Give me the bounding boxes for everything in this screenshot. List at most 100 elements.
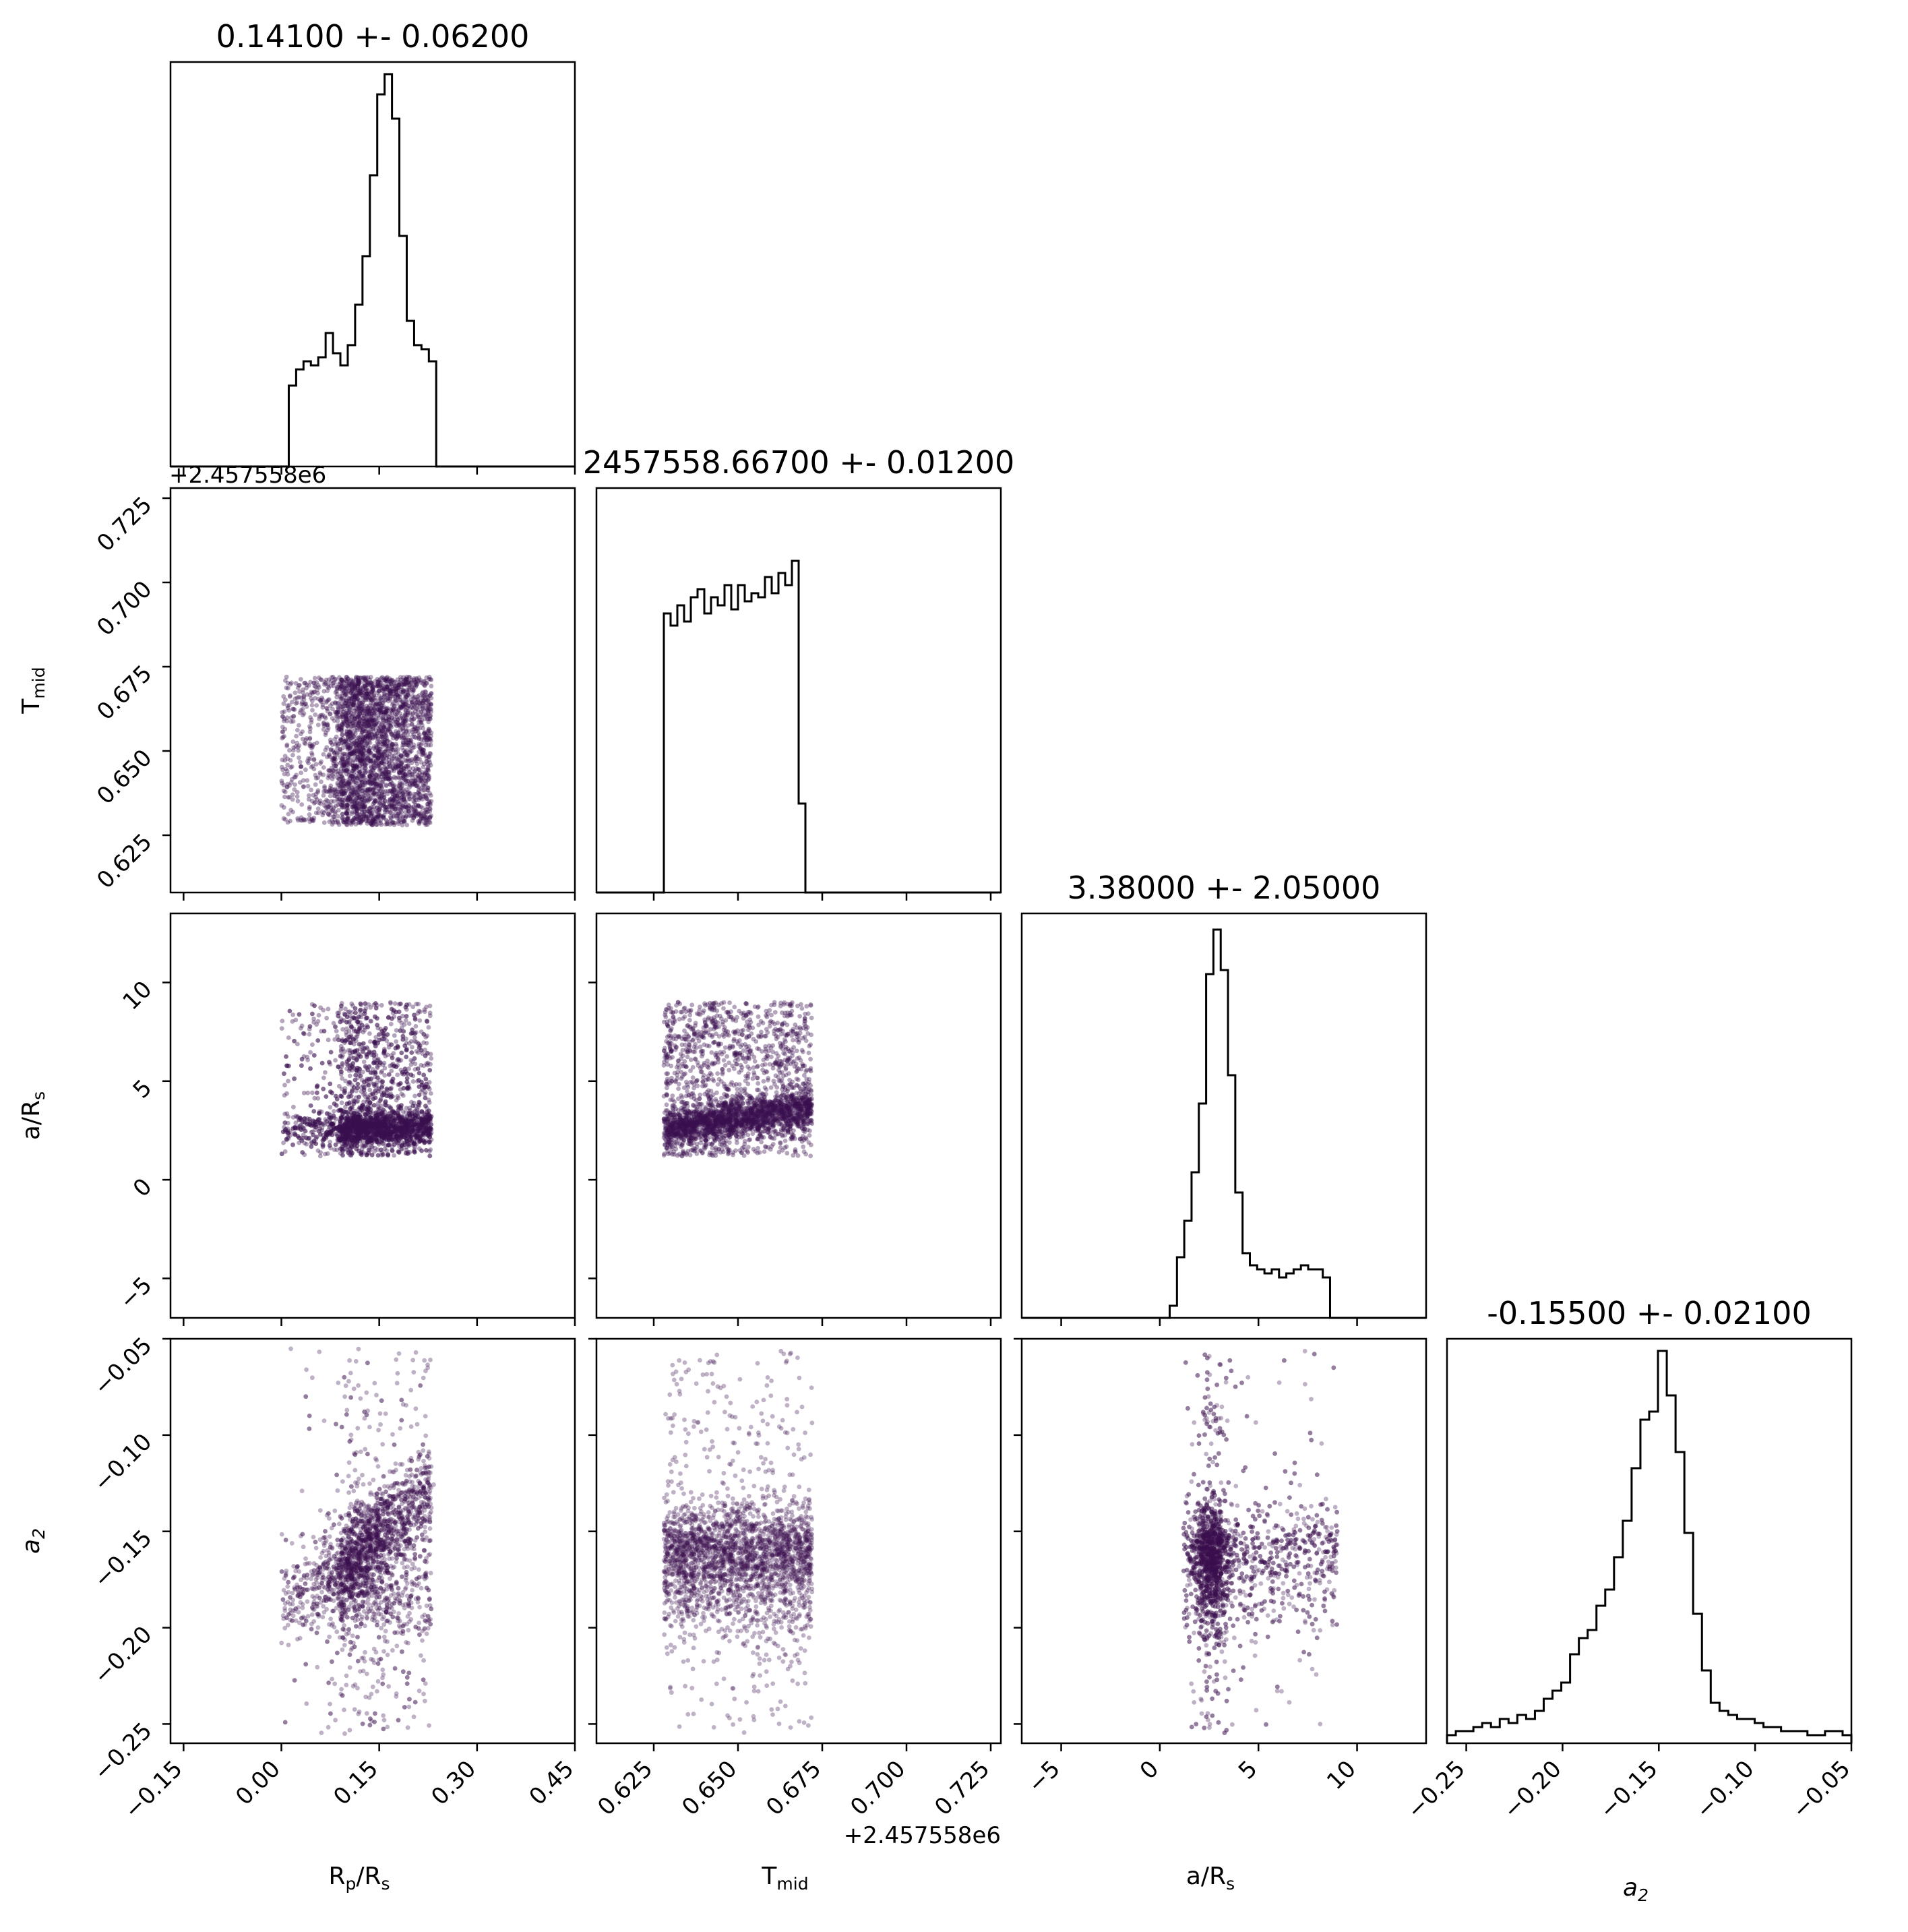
scatter-point <box>371 689 376 694</box>
scatter-point <box>384 1038 390 1043</box>
scatter-point <box>406 704 411 708</box>
scatter-point <box>386 698 391 704</box>
scatter-point <box>377 783 382 787</box>
scatter-point <box>357 739 361 745</box>
scatter-point <box>390 694 396 699</box>
scatter-point <box>394 793 400 798</box>
scatter-point <box>356 678 361 684</box>
scatter-point <box>363 718 368 723</box>
scatter-point <box>336 682 341 687</box>
scatter-point <box>377 708 383 714</box>
scatter-point <box>397 783 402 789</box>
scatter-point <box>425 766 431 771</box>
scatter-point <box>421 700 425 706</box>
scatter-point <box>406 737 412 743</box>
scatter-point <box>344 679 349 684</box>
scatter-point <box>401 774 406 779</box>
scatter-point <box>352 717 357 722</box>
scatter-point <box>368 820 373 826</box>
scatter-point <box>346 784 350 789</box>
scatter-point <box>359 816 363 822</box>
scatter-point <box>383 789 388 794</box>
scatter-point <box>354 806 359 812</box>
scatter-point <box>363 691 369 696</box>
scatter-point <box>391 766 396 772</box>
scatter-point <box>363 675 369 680</box>
scatter-point <box>331 799 336 804</box>
scatter-point <box>380 814 386 819</box>
scatter-point <box>398 698 402 702</box>
scatter-point <box>388 679 393 684</box>
scatter-point <box>417 820 422 825</box>
scatter-point <box>425 730 430 735</box>
scatter-point <box>382 807 387 812</box>
scatter-point <box>325 798 330 804</box>
scatter-point <box>367 779 372 785</box>
scatter-point <box>388 690 394 695</box>
scatter-point <box>405 773 410 779</box>
scatter-point <box>364 696 369 700</box>
scatter-point <box>359 689 364 694</box>
scatter-point <box>303 680 308 686</box>
scatter-point <box>420 747 425 752</box>
scatter-point <box>419 699 423 704</box>
scatter-point <box>388 803 393 808</box>
scatter-point <box>412 725 417 730</box>
scatter-point <box>355 764 360 770</box>
scatter-point <box>398 781 403 787</box>
scatter-point <box>335 797 340 802</box>
scatter-point <box>377 753 382 758</box>
scatter-point <box>328 712 332 717</box>
scatter-point <box>361 773 366 778</box>
scatter-point <box>358 820 363 826</box>
scatter-point <box>379 735 385 740</box>
scatter-point <box>381 758 386 764</box>
scatter-point <box>338 696 343 702</box>
scatter-point <box>356 705 361 711</box>
scatter-point <box>369 683 374 688</box>
scatter-point <box>295 686 301 690</box>
scatter-point <box>359 744 365 748</box>
scatter-point <box>413 808 418 813</box>
scatter-point <box>388 797 393 802</box>
scatter-point <box>286 708 292 713</box>
scatter-point <box>344 820 349 824</box>
scatter-point <box>357 805 361 810</box>
scatter-point <box>328 1105 333 1110</box>
scatter-point <box>406 810 411 815</box>
scatter-point <box>346 781 350 786</box>
scatter-point <box>385 719 390 724</box>
scatter-point <box>410 772 415 777</box>
scatter-point <box>297 780 303 785</box>
scatter-point <box>365 760 370 766</box>
scatter-point <box>357 773 361 779</box>
scatter-point <box>363 719 367 724</box>
scatter-point <box>334 740 339 746</box>
scatter-point <box>367 810 372 815</box>
scatter-point <box>283 678 288 683</box>
scatter-point <box>386 714 391 719</box>
scatter-point <box>338 784 343 789</box>
scatter-point <box>421 690 425 695</box>
scatter-point <box>344 763 349 768</box>
scatter-point <box>321 820 327 825</box>
scatter-point <box>406 802 411 808</box>
scatter-point <box>409 760 414 766</box>
scatter-point <box>366 697 371 702</box>
scatter-point <box>425 706 429 711</box>
scatter-point <box>341 817 346 822</box>
scatter-point <box>348 796 353 802</box>
scatter-point <box>338 686 343 691</box>
scatter-point <box>423 793 428 798</box>
scatter-point <box>386 677 391 682</box>
scatter-point <box>375 814 380 819</box>
scatter-point <box>423 679 427 684</box>
scatter-point <box>399 805 404 810</box>
scatter-point <box>383 678 389 684</box>
scatter-point <box>413 779 418 783</box>
scatter-point <box>341 706 346 712</box>
scatter-point <box>336 723 342 728</box>
scatter-point <box>382 694 387 699</box>
scatter-point <box>420 700 425 705</box>
scatter-point <box>339 792 344 797</box>
